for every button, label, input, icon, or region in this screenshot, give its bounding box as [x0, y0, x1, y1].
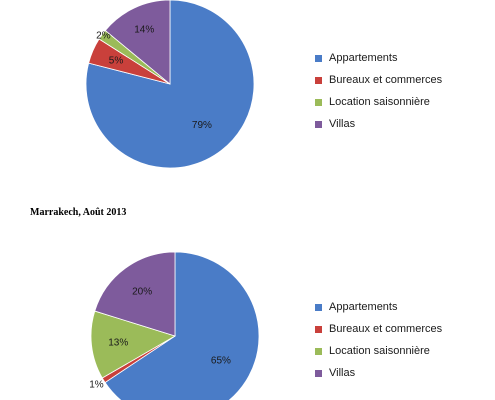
pie-2-label-1: 65% [211, 356, 231, 367]
legend-swatch [315, 98, 322, 106]
pie-1-slice-1 [85, 0, 255, 169]
pie-2-slice-1 [104, 251, 260, 400]
chart-1-legend: Appartements Bureaux et commerces Locati… [315, 47, 442, 135]
pie-2-slice-4 [94, 251, 176, 337]
legend-label: Location saisonnière [329, 96, 430, 108]
chart-2-title: Marrakech, Août 2013 [30, 207, 127, 218]
legend-swatch [315, 369, 322, 377]
legend-label: Bureaux et commerces [329, 323, 443, 335]
pie-1-label-2: 5% [109, 56, 124, 67]
legend-label: Location saisonnière [329, 345, 430, 357]
legend-swatch [315, 54, 322, 62]
legend-item-appartements: Appartements [315, 296, 442, 318]
pie-2-label-4: 20% [132, 286, 152, 297]
chart-2-legend: Appartements Bureaux et commerces Locati… [315, 296, 442, 384]
legend-item-bureaux: Bureaux et commerces [315, 69, 442, 91]
legend-label: Bureaux et commerces [329, 74, 443, 86]
legend-swatch [315, 303, 322, 311]
pie-1-slice-4 [104, 0, 171, 85]
legend-swatch [315, 76, 322, 84]
legend-label: Appartements [329, 301, 398, 313]
pie-2-label-3: 13% [108, 337, 128, 348]
legend-item-villas: Villas [315, 113, 442, 135]
pie-1-label-4: 14% [134, 24, 154, 35]
legend-label: Appartements [329, 52, 398, 64]
legend-label: Villas [329, 367, 356, 379]
legend-item-appartements: Appartements [315, 47, 442, 69]
legend-item-villas: Villas [315, 362, 442, 384]
pie-1-label-3: 2% [96, 31, 111, 42]
legend-item-location: Location saisonnière [315, 91, 442, 113]
legend-swatch [315, 325, 322, 333]
legend-swatch [315, 120, 322, 128]
pie-2-slice-3 [90, 310, 176, 379]
legend-item-location: Location saisonnière [315, 340, 442, 362]
legend-swatch [315, 347, 322, 355]
pie-1-label-1: 79% [192, 120, 212, 131]
legend-item-bureaux: Bureaux et commerces [315, 318, 442, 340]
legend-label: Villas [329, 118, 356, 130]
pie-2-label-2: 1% [89, 380, 104, 391]
